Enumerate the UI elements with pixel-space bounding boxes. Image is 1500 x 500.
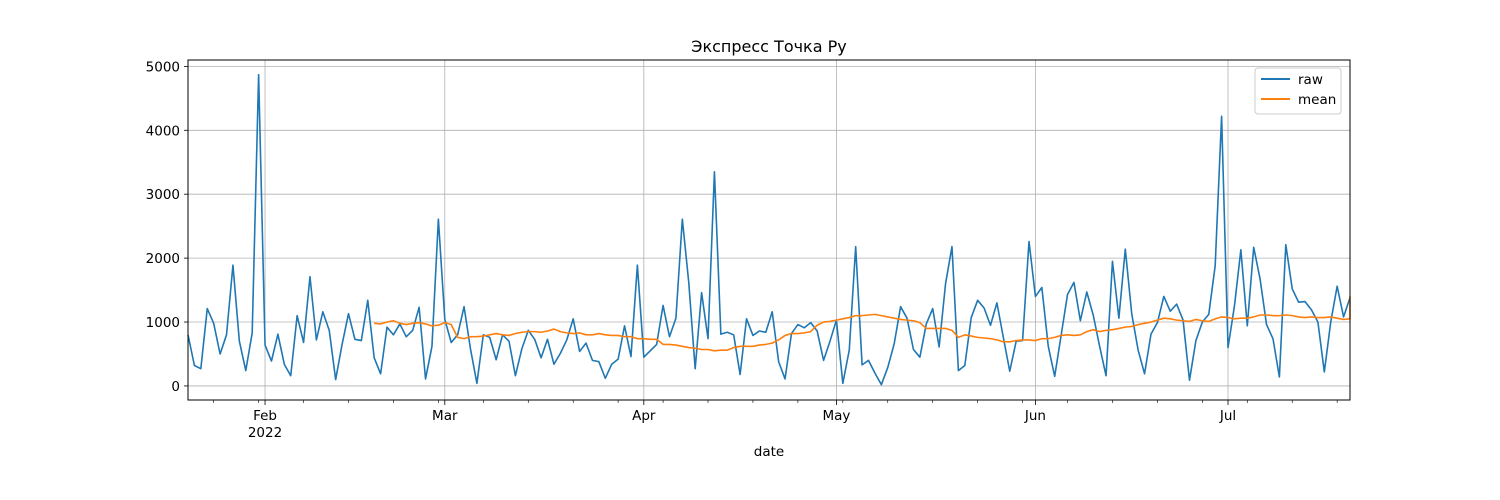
plot-frame <box>187 59 1351 401</box>
series-line-mean <box>374 295 1351 352</box>
series-line-raw <box>187 73 1351 386</box>
legend-label-raw: raw <box>1298 72 1323 88</box>
legend-label-mean: mean <box>1298 92 1336 108</box>
x-tick-label: Mar <box>432 408 458 424</box>
y-tick-label: 3000 <box>146 187 180 203</box>
x-tick-label: Jun <box>1024 408 1046 424</box>
x-tick-label: Apr <box>632 408 656 424</box>
chart-title: Экспресс Точка Ру <box>691 37 846 56</box>
series-layer <box>187 73 1351 386</box>
x-tick-label: Jul <box>1219 408 1236 424</box>
legend: raw mean <box>1254 67 1342 115</box>
y-tick-label: 5000 <box>146 59 180 75</box>
y-tick-label: 2000 <box>146 251 180 267</box>
x-tick-label: May <box>822 408 850 424</box>
x-tick-sublabel: 2022 <box>248 425 282 441</box>
grid <box>188 60 1350 400</box>
x-tick-label: Feb <box>253 408 277 424</box>
y-tick-label: 0 <box>171 379 180 395</box>
y-tick-label: 1000 <box>146 315 180 331</box>
x-axis-label: date <box>754 444 784 460</box>
y-tick-label: 4000 <box>146 123 180 139</box>
